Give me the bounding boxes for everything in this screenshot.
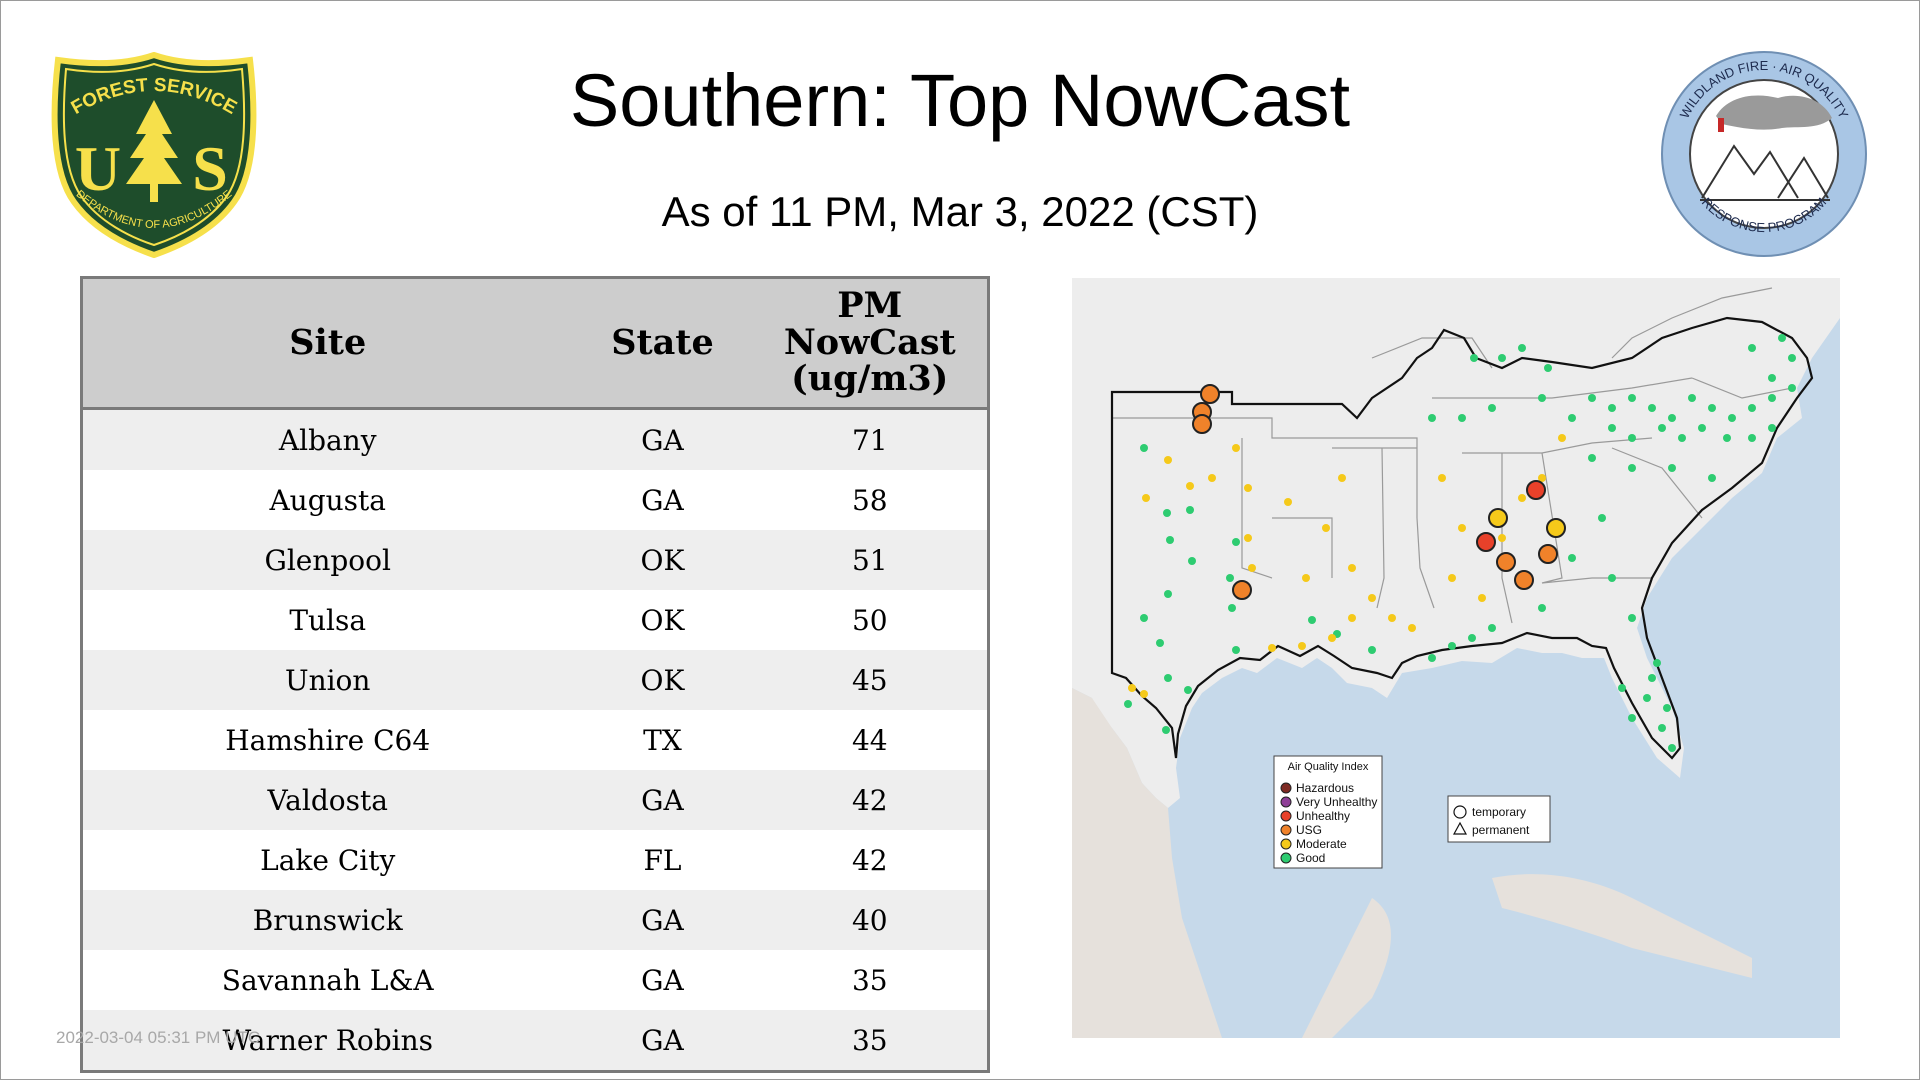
- table-row: Glenpool OK 51: [81, 530, 989, 590]
- cell-site: Augusta: [81, 470, 573, 530]
- table-row: Warner Robins GA 35: [81, 1010, 989, 1072]
- cell-value: 42: [752, 830, 989, 890]
- cell-state: GA: [572, 770, 753, 830]
- cell-state: GA: [572, 408, 753, 470]
- map-mexico: [1072, 688, 1222, 1038]
- legend-swatch-very-unhealthy: [1280, 796, 1292, 808]
- header-pm-nowcast: PM NowCast (ug/m3): [752, 277, 989, 410]
- temporary-monitors: [1192, 384, 1566, 600]
- cell-site: Savannah L&A: [81, 950, 573, 1010]
- legend-label-very-unhealthy: Very Unhealthy: [1296, 795, 1377, 809]
- legend-label-permanent: permanent: [1472, 823, 1530, 837]
- legend-swatch-good: [1280, 852, 1292, 864]
- table-row: Tulsa OK 50: [81, 590, 989, 650]
- cell-value: 50: [752, 590, 989, 650]
- header-pm-line2: NowCast: [783, 321, 956, 363]
- circle-shape-icon: [1453, 805, 1467, 819]
- cell-state: GA: [572, 890, 753, 950]
- legend-label-hazardous: Hazardous: [1296, 781, 1354, 795]
- forest-service-logo: FOREST SERVICE U S DEPARTMENT OF AGRICUL…: [51, 52, 257, 258]
- cell-value: 45: [752, 650, 989, 710]
- wildland-fire-logo: WILDLAND FIRE · AIR QUALITY RESPONSE PRO…: [1661, 51, 1867, 257]
- table-row: Hamshire C64 TX 44: [81, 710, 989, 770]
- nowcast-table: Site State PM NowCast (ug/m3) Albany GA …: [80, 276, 990, 1073]
- table-header-row: Site State PM NowCast (ug/m3): [81, 277, 989, 410]
- cell-state: GA: [572, 950, 753, 1010]
- good-monitors: [1124, 334, 1796, 752]
- cell-site: Hamshire C64: [81, 710, 573, 770]
- cell-value: 58: [752, 470, 989, 530]
- table-row: Union OK 45: [81, 650, 989, 710]
- cell-state: GA: [572, 1010, 753, 1072]
- cell-site: Valdosta: [81, 770, 573, 830]
- header-pm-line1: PM: [837, 284, 903, 326]
- cell-site: Glenpool: [81, 530, 573, 590]
- svg-text:S: S: [192, 133, 228, 204]
- table-row: Augusta GA 58: [81, 470, 989, 530]
- shape-legend: temporary permanent: [1447, 795, 1551, 843]
- region-outline: [1110, 316, 1814, 760]
- map-cuba: [1492, 874, 1752, 978]
- aqi-legend: Air Quality Index Hazardous Very Unhealt…: [1273, 755, 1383, 869]
- legend-swatch-unhealthy: [1280, 810, 1292, 822]
- map-land: [1072, 278, 1840, 808]
- timestamp-watermark: 2022-03-04 05:31 PM UTC: [56, 1028, 261, 1047]
- cell-state: FL: [572, 830, 753, 890]
- cell-value: 71: [752, 408, 989, 470]
- cell-value: 51: [752, 530, 989, 590]
- table-row: Lake City FL 42: [81, 830, 989, 890]
- cell-state: OK: [572, 650, 753, 710]
- table-row: Valdosta GA 42: [81, 770, 989, 830]
- cell-value: 35: [752, 950, 989, 1010]
- cell-site: Union: [81, 650, 573, 710]
- legend-label-usg: USG: [1296, 823, 1322, 837]
- table-row: Albany GA 71: [81, 408, 989, 470]
- header-site: Site: [81, 277, 573, 410]
- cell-value: 42: [752, 770, 989, 830]
- svg-text:U: U: [75, 133, 121, 204]
- cell-state: OK: [572, 530, 753, 590]
- aqi-map: Air Quality Index Hazardous Very Unhealt…: [1072, 278, 1840, 1038]
- triangle-shape-icon: [1452, 821, 1468, 835]
- cell-site: Albany: [81, 408, 573, 470]
- legend-swatch-moderate: [1280, 838, 1292, 850]
- cell-value: 40: [752, 890, 989, 950]
- cell-site: Warner Robins: [81, 1010, 573, 1072]
- legend-swatch-hazardous: [1280, 782, 1292, 794]
- page-title: Southern: Top NowCast: [569, 59, 1351, 142]
- cell-state: OK: [572, 590, 753, 650]
- legend-label-unhealthy: Unhealthy: [1296, 809, 1350, 823]
- cell-site: Lake City: [81, 830, 573, 890]
- legend-title: Air Quality Index: [1288, 761, 1369, 773]
- cell-state: TX: [572, 710, 753, 770]
- cell-state: GA: [572, 470, 753, 530]
- table-row: Brunswick GA 40: [81, 890, 989, 950]
- page-subtitle: As of 11 PM, Mar 3, 2022 (CST): [661, 188, 1259, 235]
- moderate-monitors: [1128, 434, 1566, 698]
- legend-label-temporary: temporary: [1472, 805, 1526, 819]
- legend-swatch-usg: [1280, 824, 1292, 836]
- header-pm-line3: (ug/m3): [791, 358, 949, 400]
- header-state: State: [572, 277, 753, 410]
- legend-label-moderate: Moderate: [1296, 837, 1347, 851]
- cell-value: 35: [752, 1010, 989, 1072]
- table-row: Savannah L&A GA 35: [81, 950, 989, 1010]
- map-yucatan: [1302, 898, 1391, 1038]
- cell-site: Tulsa: [81, 590, 573, 650]
- cell-value: 44: [752, 710, 989, 770]
- cell-site: Brunswick: [81, 890, 573, 950]
- legend-label-good: Good: [1296, 851, 1325, 865]
